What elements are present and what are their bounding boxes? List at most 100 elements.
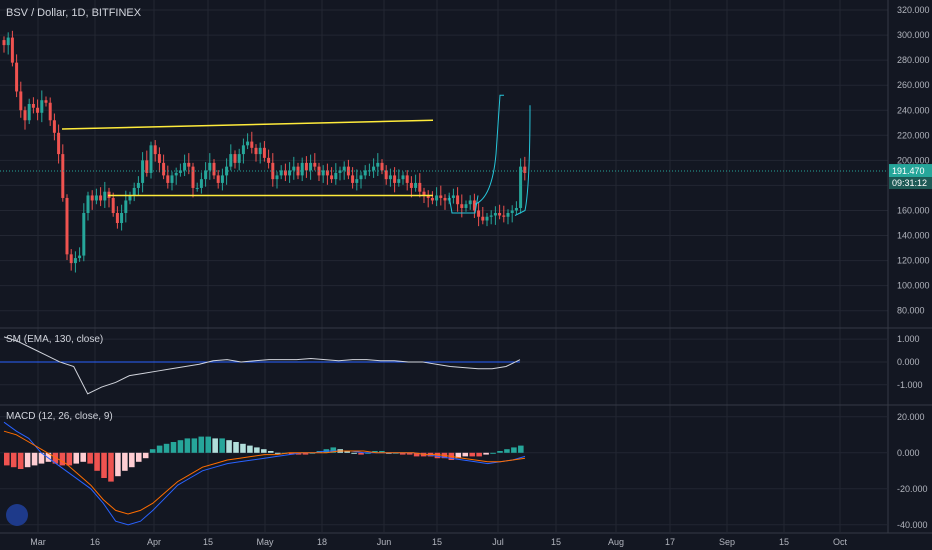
candle-body bbox=[111, 197, 115, 213]
candle-body bbox=[86, 195, 90, 213]
candle-body bbox=[309, 162, 313, 171]
macd-histogram-bar bbox=[142, 452, 149, 459]
sm-line bbox=[3, 336, 521, 395]
candle-body bbox=[401, 175, 405, 180]
macd-histogram-bar bbox=[413, 452, 420, 457]
macd-histogram-bar bbox=[302, 452, 309, 455]
macd-histogram-bar bbox=[344, 451, 350, 453]
macd-histogram-bar bbox=[330, 447, 337, 453]
candle-body bbox=[430, 197, 434, 201]
macd-histogram-bar bbox=[191, 438, 198, 453]
candle-body bbox=[115, 212, 119, 224]
candle-body bbox=[502, 215, 506, 217]
macd-histogram-bar bbox=[226, 440, 232, 453]
candle-body bbox=[283, 170, 287, 176]
macd-histogram-bar bbox=[59, 452, 66, 466]
candle-body bbox=[338, 170, 342, 173]
candle-body bbox=[132, 187, 136, 196]
candle-body bbox=[460, 204, 464, 208]
macd-histogram-bar bbox=[483, 452, 489, 455]
candle-body bbox=[36, 107, 40, 113]
y-tick-label: 280.000 bbox=[897, 55, 930, 65]
y-tick-label: 220.000 bbox=[897, 130, 930, 140]
candle-body bbox=[31, 103, 35, 108]
x-tick-label: Apr bbox=[147, 537, 161, 547]
sm-indicator-label[interactable]: SM (EMA, 130, close) bbox=[6, 334, 104, 345]
candle-body bbox=[124, 200, 128, 213]
candle-body bbox=[288, 170, 292, 176]
candle-body bbox=[456, 195, 460, 205]
macd-histogram-bar bbox=[372, 451, 378, 453]
macd-histogram-bar bbox=[108, 452, 114, 482]
candle-body bbox=[481, 216, 485, 221]
price-tag-value: 191.470 bbox=[892, 166, 925, 176]
candle-body bbox=[61, 154, 65, 198]
candle-body bbox=[82, 212, 86, 256]
candle-body bbox=[510, 210, 514, 213]
candle-body bbox=[313, 162, 317, 167]
candle-body bbox=[506, 212, 510, 217]
macd-histogram-bar bbox=[129, 452, 135, 468]
candle-body bbox=[65, 197, 69, 255]
macd-histogram-bar bbox=[254, 447, 260, 453]
candle-body bbox=[422, 191, 426, 196]
candle-body bbox=[300, 162, 304, 176]
chart-title: BSV / Dollar, 1D, BITFINEX bbox=[6, 7, 142, 19]
candle-body bbox=[498, 212, 502, 216]
macd-histogram-bar bbox=[205, 436, 212, 453]
y-tick-label: 140.000 bbox=[897, 231, 930, 241]
price-tag-box bbox=[889, 164, 932, 178]
macd-indicator-label[interactable]: MACD (12, 26, close, 9) bbox=[6, 411, 113, 422]
candle-body bbox=[246, 141, 250, 146]
candle-body bbox=[187, 162, 191, 167]
candle-body bbox=[359, 175, 363, 180]
candle-body bbox=[162, 162, 166, 176]
y-tick-label: 260.000 bbox=[897, 80, 930, 90]
candle-body bbox=[157, 154, 161, 163]
candle-body bbox=[325, 170, 329, 176]
macd-y-tick-label: -40.000 bbox=[897, 520, 928, 530]
candle-body bbox=[468, 200, 472, 205]
candle-body bbox=[254, 147, 258, 155]
candle-body bbox=[342, 166, 346, 171]
macd-histogram-bar bbox=[94, 452, 100, 471]
macd-histogram-bar bbox=[267, 451, 274, 453]
y-tick-label: 120.000 bbox=[897, 256, 930, 266]
x-tick-label: 17 bbox=[665, 537, 675, 547]
x-tick-label: 15 bbox=[779, 537, 789, 547]
macd-histogram-bar bbox=[163, 443, 170, 453]
x-tick-label: 15 bbox=[432, 537, 442, 547]
candle-body bbox=[405, 175, 409, 183]
projection-bracket-right bbox=[514, 105, 531, 216]
candle-body bbox=[69, 254, 73, 264]
candle-body bbox=[426, 195, 430, 198]
candle-body bbox=[472, 200, 476, 211]
x-tick-label: 18 bbox=[317, 537, 327, 547]
candle-body bbox=[195, 187, 199, 189]
macd-histogram-bar bbox=[24, 452, 31, 468]
macd-histogram-bar bbox=[101, 452, 107, 478]
macd-histogram-bar bbox=[212, 438, 218, 453]
macd-histogram-bar bbox=[4, 452, 10, 466]
candle-body bbox=[380, 162, 384, 171]
macd-histogram-bar bbox=[497, 451, 503, 453]
candle-body bbox=[23, 110, 27, 121]
candle-body bbox=[439, 195, 443, 198]
macd-histogram-bar bbox=[288, 452, 295, 455]
candle-body bbox=[57, 132, 61, 155]
candle-body bbox=[174, 172, 178, 176]
candle-body bbox=[170, 175, 174, 183]
candle-body bbox=[145, 160, 149, 173]
y-tick-label: 80.000 bbox=[897, 306, 925, 316]
x-tick-label: Aug bbox=[608, 537, 624, 547]
candle-body bbox=[388, 175, 392, 180]
macd-histogram-bar bbox=[399, 452, 406, 455]
y-tick-label: 200.000 bbox=[897, 155, 930, 165]
candle-body bbox=[44, 100, 48, 103]
candle-body bbox=[351, 175, 355, 183]
y-tick-label: 160.000 bbox=[897, 205, 930, 215]
macd-histogram-bar bbox=[233, 442, 239, 453]
y-tick-label: 300.000 bbox=[897, 30, 930, 40]
